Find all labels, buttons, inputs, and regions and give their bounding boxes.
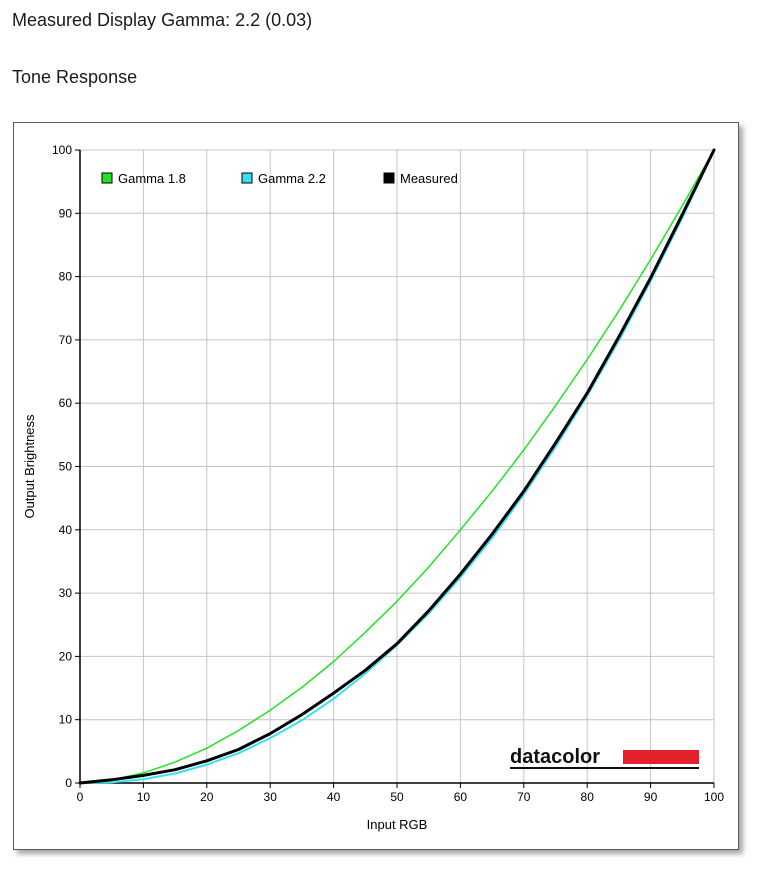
- x-tick-label: 20: [200, 790, 214, 804]
- x-tick-label: 50: [390, 790, 404, 804]
- x-tick-label: 80: [581, 790, 595, 804]
- x-tick-label: 0: [77, 790, 84, 804]
- y-tick-label: 60: [59, 396, 73, 410]
- x-tick-label: 90: [644, 790, 658, 804]
- y-tick-label: 40: [59, 523, 73, 537]
- y-axis-title: Output Brightness: [22, 414, 37, 519]
- y-tick-label: 20: [59, 649, 73, 663]
- grid-lines: [75, 149, 715, 788]
- series-line-measured: [78, 148, 716, 785]
- legend-swatch: [383, 172, 395, 184]
- tone-response-chart: 0 10 20 30 40 50 60 70 80 90 100 0 10 20 30 40 50 60 70 80 9…: [13, 122, 739, 850]
- chart-canvas: 0 10 20 30 40 50 60 70 80 90 100 0 10 20 30 40 50 60 70 80 9…: [22, 143, 724, 832]
- y-tick-label: 90: [59, 206, 73, 220]
- x-tick-label: 40: [327, 790, 341, 804]
- measured-gamma-heading: Measured Display Gamma: 2.2 (0.03): [12, 10, 313, 30]
- legend-label: Measured: [400, 171, 458, 186]
- datacolor-logo-red-bar: [623, 750, 699, 764]
- series-lines: [78, 148, 716, 785]
- datacolor-logo: datacolor: [510, 746, 699, 769]
- x-axis-title: Input RGB: [367, 817, 428, 832]
- y-tick-label: 50: [59, 460, 73, 474]
- legend-swatch: [101, 172, 113, 184]
- x-tick-label: 30: [264, 790, 278, 804]
- y-tick-label: 70: [59, 333, 73, 347]
- series-line-gamma-1-8: [79, 149, 715, 784]
- legend-label: Gamma 2.2: [258, 171, 326, 186]
- y-tick-label: 0: [65, 776, 72, 790]
- legend-label: Gamma 1.8: [118, 171, 186, 186]
- y-tick-label: 10: [59, 713, 73, 727]
- x-tick-label: 60: [454, 790, 468, 804]
- y-tick-label: 80: [59, 270, 73, 284]
- x-tick-label: 10: [137, 790, 151, 804]
- tick-labels: 0 10 20 30 40 50 60 70 80 90 100 0 10 20 30 40 50 60 70 80 9…: [52, 143, 724, 804]
- legend-swatch: [241, 172, 253, 184]
- y-tick-label: 100: [52, 143, 72, 157]
- y-tick-label: 30: [59, 586, 73, 600]
- tone-response-heading: Tone Response: [12, 67, 138, 87]
- legend: Gamma 1.8 Gamma 2.2 Measured: [101, 171, 458, 186]
- x-tick-label: 70: [517, 790, 531, 804]
- datacolor-logo-text: datacolor: [510, 746, 600, 768]
- x-tick-label: 100: [704, 790, 724, 804]
